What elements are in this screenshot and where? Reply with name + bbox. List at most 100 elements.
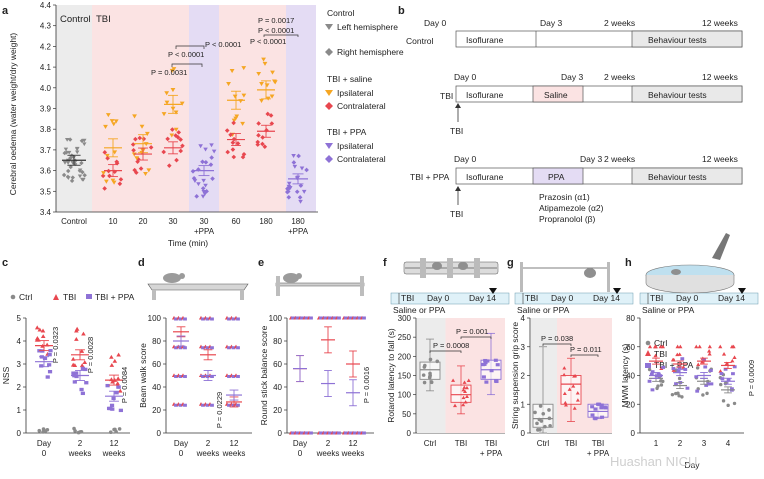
g-xtick-0: Ctrl: [537, 439, 550, 448]
a-xtick-5: 60: [232, 217, 241, 226]
a-contra-2-10: [148, 145, 154, 150]
f-xtick-0: Ctrl: [424, 439, 437, 448]
e-ytick-label-4: 80: [273, 337, 282, 346]
g-point-0-4: [538, 404, 543, 408]
a-contra-6-10: [262, 144, 268, 149]
pvalue-a-5: P < 0.0001: [258, 26, 294, 35]
d-ytick-label-4: 80: [152, 337, 161, 346]
e-ppa-2-1-2: [353, 431, 357, 435]
d-xtick-sub-0: 0: [179, 449, 184, 458]
a-contra-2-1: [133, 170, 139, 175]
g-timeline-tbi: TBI: [525, 293, 538, 303]
f-point-2-4: [483, 358, 488, 363]
d-ppa-0-2-2: [183, 374, 187, 379]
c-ppa-1-8: [80, 391, 85, 396]
h-ytick-label-3: 60: [626, 343, 635, 352]
f-timeline-marker: [489, 288, 497, 294]
a-ppa-7-19: [292, 164, 298, 169]
beam-walk-illustration: [147, 273, 249, 300]
e-ppa-0-0-0: [291, 316, 295, 320]
c-tbi-1-9: [70, 362, 76, 367]
e-ppa-2-0-1: [348, 316, 353, 320]
legend-c-ppa: TBI + PPA: [95, 292, 135, 302]
c-tbi-2-2: [109, 354, 114, 359]
a-ytick-label-2: 3.6: [40, 167, 52, 176]
lower-timelines: TBI Day 0 Day 14 Saline or PPA TBI Day 0 Day 1…: [390, 288, 759, 315]
c-tbi-1-8: [74, 326, 80, 331]
a-ctrl-point-28: [69, 178, 75, 184]
a-ipsi-1-4: [109, 119, 115, 124]
pvalue-a-3: P < 0.0001: [205, 40, 241, 49]
f-bracket-1: [460, 336, 492, 339]
h-ctrl-0-7: [656, 384, 660, 388]
pvalue-a-4: P = 0.0017: [258, 16, 294, 25]
a-xtick-1: 10: [109, 217, 118, 226]
b-row2-name: TBI: [440, 91, 453, 101]
a-ctrl-point-29: [75, 150, 80, 155]
c-ytick-label-0: 0: [17, 429, 22, 438]
c-ppa-2-4: [118, 408, 123, 413]
a-contra-2-2: [138, 166, 144, 171]
d-ppa-1-1-0: [201, 346, 205, 350]
e-ppa-2-0-3: [357, 316, 362, 320]
b-drug-1: Prazosin (α1): [539, 192, 590, 202]
legend-h-ctrl: Ctrl: [654, 338, 667, 348]
a-contra-3-6: [170, 127, 175, 132]
h-ctrl-0-2: [659, 383, 664, 387]
b-row2-12weeks: 12 weeks: [702, 72, 738, 82]
a-ctrl-point-32: [79, 160, 84, 166]
b-row2-2weeks: 2 weeks: [604, 72, 635, 82]
a-contra-3-3: [180, 143, 185, 149]
b-row3-12weeks: 12 weeks: [702, 154, 738, 164]
g-ytick-label-0: 0: [521, 429, 526, 438]
a-xtick-3: 30: [169, 217, 178, 226]
f-point-1-4: [461, 395, 466, 400]
g-point-0-9: [548, 423, 552, 428]
c-ppa-2-7: [109, 403, 115, 408]
f-point-0-11: [427, 375, 432, 380]
c-ppa-2-9: [106, 406, 112, 411]
a-ctrl-point-19: [77, 174, 83, 179]
d-ppa-2-2-2: [236, 374, 240, 379]
f-xtick-2: TBI: [485, 439, 497, 448]
c-tbi-1-6: [79, 363, 85, 368]
panel-label-c: c: [2, 257, 8, 269]
c-ytick-label-5: 5: [17, 314, 22, 323]
a-contra-5-2: [225, 149, 231, 155]
a-ctrl-point-15: [66, 150, 72, 155]
a-contra-5-6: [231, 154, 237, 160]
a-contra-3-10: [165, 136, 170, 142]
f-point-0-6: [429, 380, 434, 385]
a-ipsi-5-1: [240, 121, 246, 126]
e-xtick-2: 12: [349, 439, 358, 448]
b-row2-day0: Day 0: [454, 72, 476, 82]
a-contra-1-8: [102, 186, 107, 191]
e-ppa-0-1-0: [291, 431, 295, 435]
a-contra-2-7: [131, 147, 136, 153]
e-ppa-1-0-4: [337, 316, 341, 320]
a-ipsi-3-1: [170, 87, 176, 93]
g-xtick-2: TBI: [592, 439, 604, 448]
region-control-label: Control: [60, 14, 91, 25]
legend-left-hemisphere: Left hemisphere: [337, 22, 398, 32]
f-ytick-label-5: 250: [398, 333, 412, 342]
a-ppa-7-8: [285, 189, 291, 194]
h-tbi-0-7: [653, 344, 658, 349]
a-ytick-label-6: 4.0: [40, 84, 52, 93]
g-ytick-label-3: 3: [521, 343, 526, 352]
a-ctrl-point-35: [63, 147, 69, 152]
e-ytick-label-1: 20: [273, 406, 282, 415]
c-tbi-2-7: [109, 362, 115, 367]
e-xtick-0: Day: [293, 439, 307, 448]
c-tbi-1-7: [70, 356, 76, 361]
h-ytick-label-0: 0: [631, 429, 636, 438]
legend-ppa-title: TBI + PPA: [327, 127, 367, 137]
pvalue-a-1: P = 0.0031: [151, 68, 187, 77]
panel-b: b Day 0 Day 3 2 weeks 12 weeks Control I…: [398, 5, 743, 224]
h-ppa-2-2: [694, 375, 699, 379]
h-ppa-2-0: [706, 382, 711, 386]
a-contra-6-1: [265, 111, 271, 117]
g-point-0-3: [541, 411, 546, 416]
panel-label-b: b: [398, 5, 405, 17]
a-ctrl-point-10: [61, 172, 67, 178]
